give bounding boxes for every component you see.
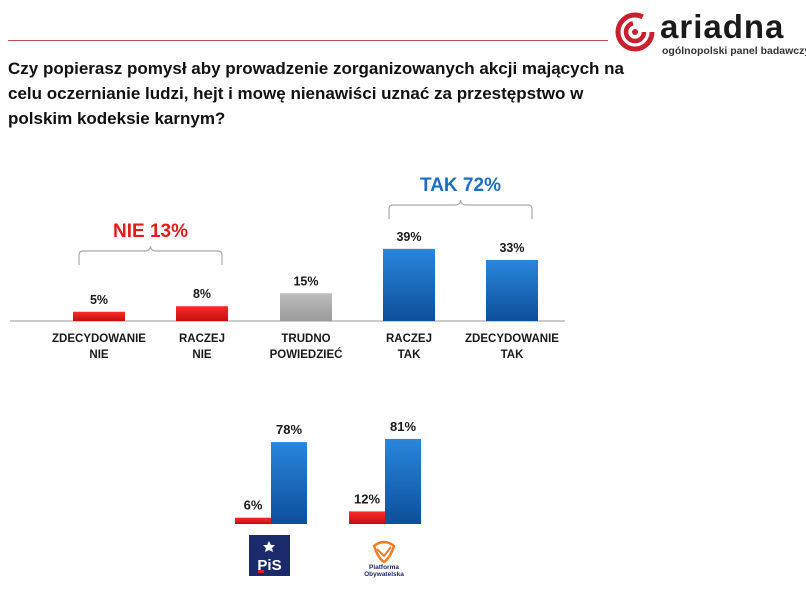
po-logo-icon	[372, 540, 396, 564]
bar-value-label: 33%	[499, 241, 524, 255]
pis-logo-icon	[249, 535, 290, 576]
logo-wordmark: ariadna	[660, 8, 785, 45]
bar-2	[280, 293, 332, 321]
ariadna-spiral-icon	[615, 12, 655, 52]
po-logo-text: Platforma	[369, 564, 399, 571]
party-bar-1-0	[349, 511, 385, 524]
category-label: NIE	[192, 349, 212, 361]
category-label: NIE	[89, 349, 109, 361]
bar-value-label: 39%	[396, 230, 421, 244]
party-bar-value-label: 78%	[276, 422, 302, 437]
group-total-label: TAK 72%	[420, 175, 501, 196]
category-label: TAK	[501, 349, 524, 361]
bar-0	[73, 311, 125, 321]
group-total-label: NIE 13%	[113, 221, 188, 242]
category-label: ZDECYDOWANIE	[52, 333, 146, 345]
ariadna-logo: ariadna ogólnopolski panel badawczy	[612, 8, 806, 58]
bar-value-label: 15%	[293, 274, 318, 288]
bar-value-label: 8%	[193, 287, 211, 301]
group-brace	[78, 245, 223, 265]
pis-logo-text: PiS	[257, 557, 281, 574]
bar-1	[176, 306, 228, 321]
bar-3	[383, 248, 435, 321]
pis-logo-stripe	[258, 570, 264, 573]
pis-eagle-mark	[263, 541, 275, 552]
category-label: RACZEJ	[386, 333, 432, 345]
bar-4	[486, 259, 538, 321]
category-label: RACZEJ	[179, 333, 225, 345]
party-bar-value-label: 6%	[244, 498, 263, 513]
category-label: POWIEDZIEĆ	[270, 348, 343, 361]
party-bar-value-label: 12%	[354, 491, 380, 506]
category-label: ZDECYDOWANIE	[465, 333, 559, 345]
category-label: TAK	[398, 349, 421, 361]
party-bar-1-1	[385, 438, 421, 524]
category-label: TRUDNO	[281, 333, 330, 345]
party-bar-0-1	[271, 442, 307, 524]
party-bar-value-label: 81%	[390, 419, 416, 434]
logo-tagline: ogólnopolski panel badawczy	[662, 45, 806, 57]
party-bar-0-0	[235, 517, 271, 524]
survey-question: Czy popierasz pomysł aby prowadzenie zor…	[8, 59, 624, 128]
po-logo-text: Obywatelska	[364, 571, 404, 578]
po-logo-check	[376, 546, 392, 558]
group-brace	[388, 199, 533, 219]
bar-value-label: 5%	[90, 293, 108, 307]
header-rule	[8, 40, 608, 41]
